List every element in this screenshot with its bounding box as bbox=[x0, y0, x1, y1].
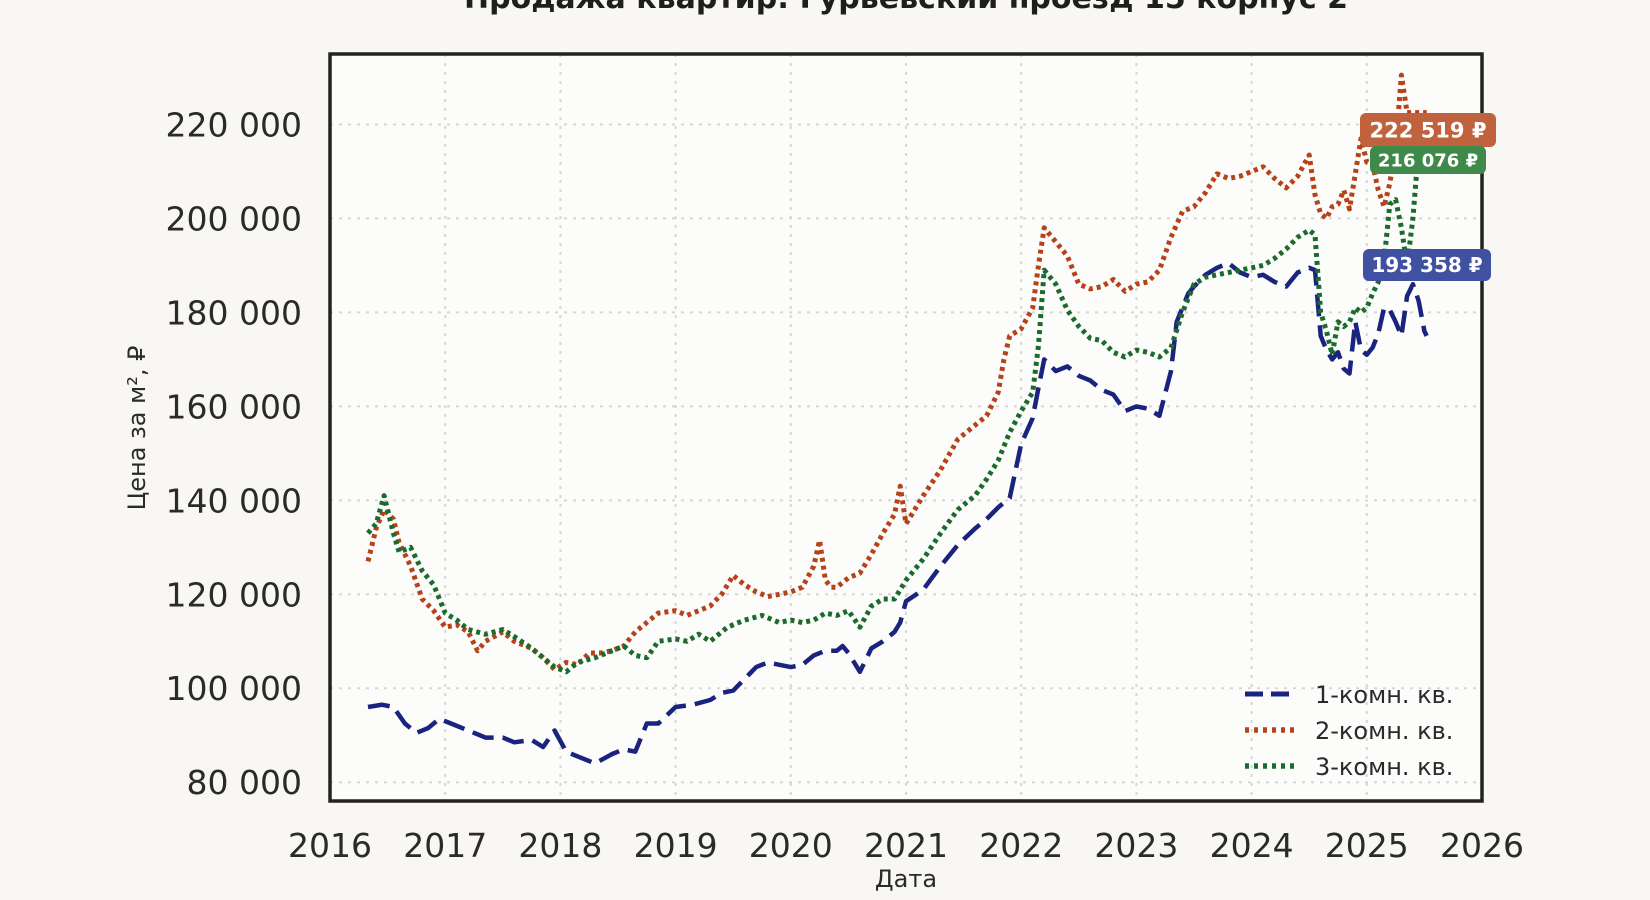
x-axis-label: Дата bbox=[875, 865, 937, 893]
legend-entry: 3-комн. кв. bbox=[1315, 753, 1453, 781]
x-tick-label: 2023 bbox=[1094, 826, 1178, 865]
series-layer bbox=[365, 72, 1429, 766]
y-tick-label: 180 000 bbox=[166, 293, 302, 332]
last-value-badge bbox=[1370, 146, 1486, 174]
y-tick-label: 140 000 bbox=[166, 481, 302, 520]
x-tick-label: 2022 bbox=[979, 826, 1063, 865]
series-line-2 bbox=[365, 72, 1427, 672]
x-tick-label: 2018 bbox=[518, 826, 602, 865]
y-tick-label: 220 000 bbox=[166, 105, 302, 144]
series-line-3 bbox=[366, 140, 1427, 675]
x-tick-label: 2021 bbox=[864, 826, 948, 865]
last-value-label: 193 358 ₽ bbox=[1371, 253, 1482, 277]
chart-title: Продажа квартир: Гурьевский проезд 15 ко… bbox=[464, 0, 1348, 16]
legend-entry: 1-комн. кв. bbox=[1315, 681, 1453, 709]
x-tick-label: 2017 bbox=[403, 826, 487, 865]
y-tick-label: 200 000 bbox=[166, 199, 302, 238]
x-tick-label: 2026 bbox=[1440, 826, 1524, 865]
series-line-1 bbox=[367, 260, 1429, 766]
legend-entry: 2-комн. кв. bbox=[1315, 717, 1453, 745]
last-value-badge bbox=[1363, 249, 1491, 281]
x-tick-label: 2025 bbox=[1325, 826, 1409, 865]
y-tick-label: 120 000 bbox=[166, 575, 302, 614]
y-axis-label: Цена за м², ₽ bbox=[123, 346, 151, 511]
last-value-badges: 222 519 ₽ 216 076 ₽ 193 358 ₽ bbox=[1360, 113, 1496, 281]
x-tick-label: 2016 bbox=[288, 826, 372, 865]
plot-frame bbox=[328, 52, 1484, 803]
y-axis-ticks: 80 000 100 000 120 000 140 000 160 000 180 00… bbox=[166, 105, 302, 802]
x-axis-ticks: 2016 2017 2018 2019 2020 2021 2022 2023 2024 2025… bbox=[288, 826, 1524, 865]
legend: 1-комн. кв. 2-комн. кв. 3-комн. кв. bbox=[1245, 681, 1453, 781]
y-tick-label: 160 000 bbox=[166, 387, 302, 426]
x-tick-label: 2020 bbox=[749, 826, 833, 865]
last-value-label: 222 519 ₽ bbox=[1370, 119, 1487, 143]
x-tick-label: 2019 bbox=[634, 826, 718, 865]
last-value-badge bbox=[1360, 113, 1496, 147]
y-tick-label: 100 000 bbox=[166, 669, 302, 708]
x-tick-label: 2024 bbox=[1210, 826, 1294, 865]
last-value-label: 216 076 ₽ bbox=[1378, 150, 1478, 171]
y-tick-label: 80 000 bbox=[187, 763, 302, 802]
